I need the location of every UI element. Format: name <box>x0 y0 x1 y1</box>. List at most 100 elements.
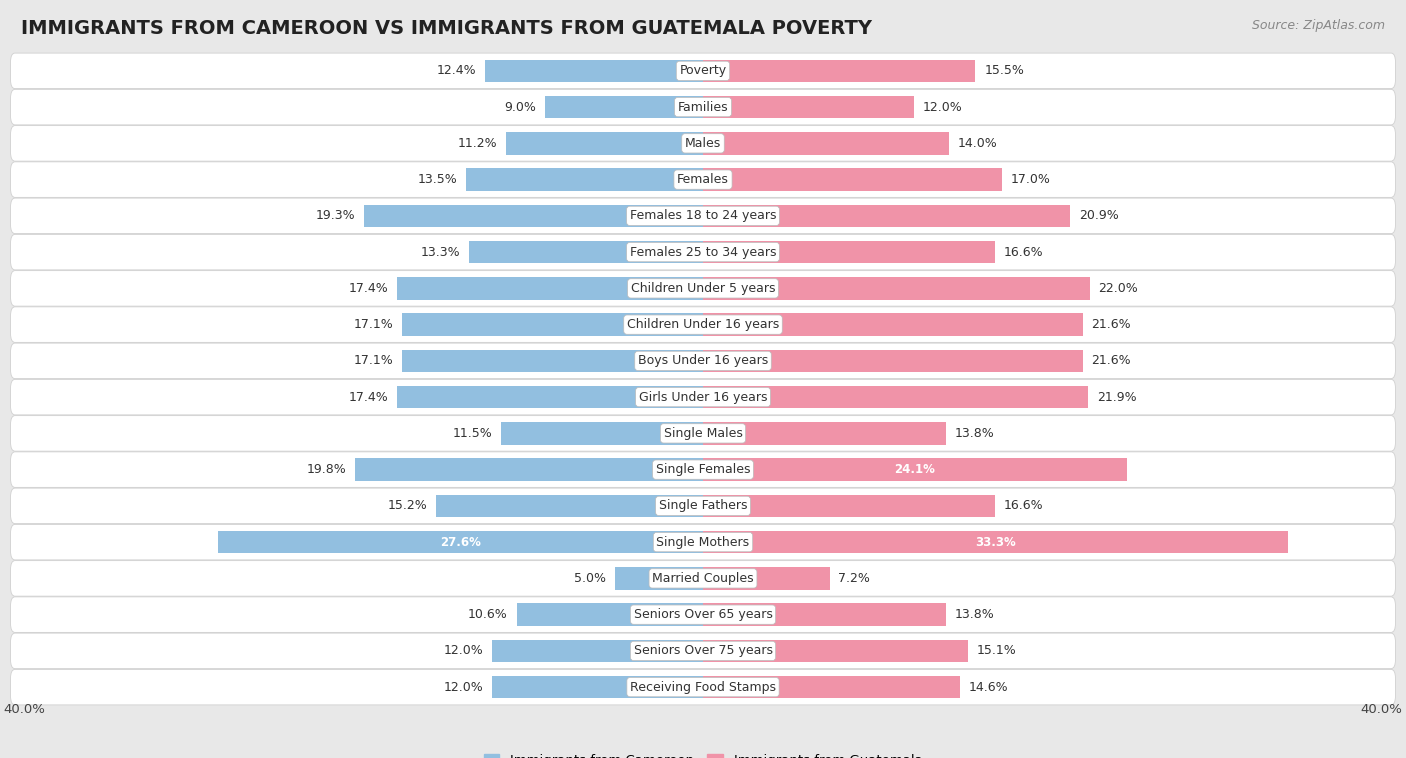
Text: 15.5%: 15.5% <box>984 64 1024 77</box>
Bar <box>546 96 703 118</box>
Text: 21.6%: 21.6% <box>1091 355 1130 368</box>
Text: Boys Under 16 years: Boys Under 16 years <box>638 355 768 368</box>
Bar <box>218 531 703 553</box>
Bar <box>501 422 703 445</box>
FancyBboxPatch shape <box>11 234 1395 270</box>
Text: Families: Families <box>678 101 728 114</box>
Text: Girls Under 16 years: Girls Under 16 years <box>638 390 768 403</box>
Text: Children Under 5 years: Children Under 5 years <box>631 282 775 295</box>
Bar <box>398 386 703 409</box>
FancyBboxPatch shape <box>11 271 1395 306</box>
Bar <box>485 60 703 82</box>
Bar <box>703 349 1083 372</box>
Text: 12.0%: 12.0% <box>922 101 963 114</box>
Text: IMMIGRANTS FROM CAMEROON VS IMMIGRANTS FROM GUATEMALA POVERTY: IMMIGRANTS FROM CAMEROON VS IMMIGRANTS F… <box>21 19 872 38</box>
Text: 21.9%: 21.9% <box>1097 390 1136 403</box>
FancyBboxPatch shape <box>11 597 1395 632</box>
Text: 40.0%: 40.0% <box>4 703 45 716</box>
FancyBboxPatch shape <box>11 89 1395 125</box>
FancyBboxPatch shape <box>11 162 1395 197</box>
FancyBboxPatch shape <box>11 53 1395 89</box>
Text: Females 25 to 34 years: Females 25 to 34 years <box>630 246 776 258</box>
Bar <box>402 349 703 372</box>
Text: 19.8%: 19.8% <box>307 463 346 476</box>
Text: Poverty: Poverty <box>679 64 727 77</box>
Text: 5.0%: 5.0% <box>574 572 606 585</box>
Bar <box>703 313 1083 336</box>
Text: 21.6%: 21.6% <box>1091 318 1130 331</box>
Text: 15.1%: 15.1% <box>977 644 1017 657</box>
Text: 19.3%: 19.3% <box>315 209 354 222</box>
Bar <box>492 676 703 698</box>
Bar <box>703 459 1126 481</box>
Bar <box>703 567 830 590</box>
Text: 22.0%: 22.0% <box>1098 282 1139 295</box>
Text: 17.4%: 17.4% <box>349 282 388 295</box>
Text: 7.2%: 7.2% <box>838 572 870 585</box>
Bar <box>703 277 1090 299</box>
Text: 13.3%: 13.3% <box>420 246 461 258</box>
Text: Receiving Food Stamps: Receiving Food Stamps <box>630 681 776 694</box>
Text: 16.6%: 16.6% <box>1004 246 1043 258</box>
Bar <box>703 422 945 445</box>
Legend: Immigrants from Cameroon, Immigrants from Guatemala: Immigrants from Cameroon, Immigrants fro… <box>478 749 928 758</box>
Text: 12.4%: 12.4% <box>437 64 477 77</box>
FancyBboxPatch shape <box>11 307 1395 343</box>
Text: Seniors Over 75 years: Seniors Over 75 years <box>634 644 772 657</box>
Text: 10.6%: 10.6% <box>468 608 508 621</box>
Bar <box>703 205 1070 227</box>
FancyBboxPatch shape <box>11 488 1395 524</box>
Text: Single Fathers: Single Fathers <box>659 500 747 512</box>
Bar <box>703 96 914 118</box>
Text: 20.9%: 20.9% <box>1080 209 1119 222</box>
Text: 15.2%: 15.2% <box>387 500 427 512</box>
Text: Seniors Over 65 years: Seniors Over 65 years <box>634 608 772 621</box>
FancyBboxPatch shape <box>11 343 1395 379</box>
Bar <box>703 386 1088 409</box>
Text: 17.0%: 17.0% <box>1011 173 1050 186</box>
Bar <box>436 495 703 517</box>
Text: 12.0%: 12.0% <box>443 644 484 657</box>
Bar <box>506 132 703 155</box>
Bar <box>465 168 703 191</box>
Bar <box>398 277 703 299</box>
Text: 11.2%: 11.2% <box>458 137 498 150</box>
FancyBboxPatch shape <box>11 379 1395 415</box>
Text: 17.4%: 17.4% <box>349 390 388 403</box>
Text: Females 18 to 24 years: Females 18 to 24 years <box>630 209 776 222</box>
Bar <box>354 459 703 481</box>
Bar <box>703 640 969 662</box>
Bar <box>703 676 960 698</box>
Text: Males: Males <box>685 137 721 150</box>
Text: 13.5%: 13.5% <box>418 173 457 186</box>
Text: Married Couples: Married Couples <box>652 572 754 585</box>
Bar <box>703 60 976 82</box>
Text: 13.8%: 13.8% <box>955 427 994 440</box>
Text: Children Under 16 years: Children Under 16 years <box>627 318 779 331</box>
Bar <box>364 205 703 227</box>
Text: 14.0%: 14.0% <box>957 137 998 150</box>
Text: Females: Females <box>678 173 728 186</box>
Text: 14.6%: 14.6% <box>969 681 1008 694</box>
Bar <box>517 603 703 626</box>
Text: 12.0%: 12.0% <box>443 681 484 694</box>
Text: 11.5%: 11.5% <box>453 427 492 440</box>
Text: Single Males: Single Males <box>664 427 742 440</box>
Text: 16.6%: 16.6% <box>1004 500 1043 512</box>
Bar <box>616 567 703 590</box>
Bar <box>402 313 703 336</box>
Bar <box>703 495 995 517</box>
Text: 27.6%: 27.6% <box>440 536 481 549</box>
FancyBboxPatch shape <box>11 415 1395 451</box>
Bar <box>492 640 703 662</box>
Text: Source: ZipAtlas.com: Source: ZipAtlas.com <box>1251 19 1385 32</box>
Text: 24.1%: 24.1% <box>894 463 935 476</box>
Text: Single Mothers: Single Mothers <box>657 536 749 549</box>
Text: Single Females: Single Females <box>655 463 751 476</box>
Text: 9.0%: 9.0% <box>505 101 536 114</box>
FancyBboxPatch shape <box>11 633 1395 669</box>
Text: 33.3%: 33.3% <box>976 536 1017 549</box>
FancyBboxPatch shape <box>11 126 1395 161</box>
Bar <box>703 603 945 626</box>
Text: 40.0%: 40.0% <box>1361 703 1402 716</box>
